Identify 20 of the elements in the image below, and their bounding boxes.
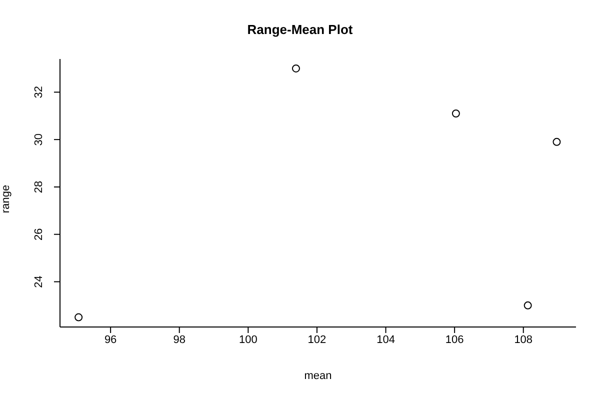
x-tick-label: 98 (173, 334, 186, 346)
y-tick-label: 26 (33, 228, 45, 240)
point (74, 313, 83, 322)
x-axis-title: mean (303, 370, 333, 382)
y-axis-title: range (0, 184, 12, 216)
chart-title: Range-Mean Plot (246, 22, 354, 37)
y-tick-label: 30 (33, 133, 45, 146)
y-tick-label: 24 (33, 276, 45, 288)
x-tick-label: 106 (445, 334, 464, 346)
point (292, 64, 300, 72)
x-tick-label: 108 (514, 334, 533, 346)
y-tick-label: 28 (33, 180, 45, 194)
x-tick-label: 102 (308, 334, 326, 346)
x-tick-label: 100 (238, 334, 258, 346)
point (524, 301, 532, 310)
x-tick-label: 104 (376, 334, 395, 346)
point (452, 110, 460, 118)
x-tick-label: 96 (104, 334, 117, 346)
y-tick-label: 32 (33, 86, 45, 98)
point (552, 138, 561, 146)
